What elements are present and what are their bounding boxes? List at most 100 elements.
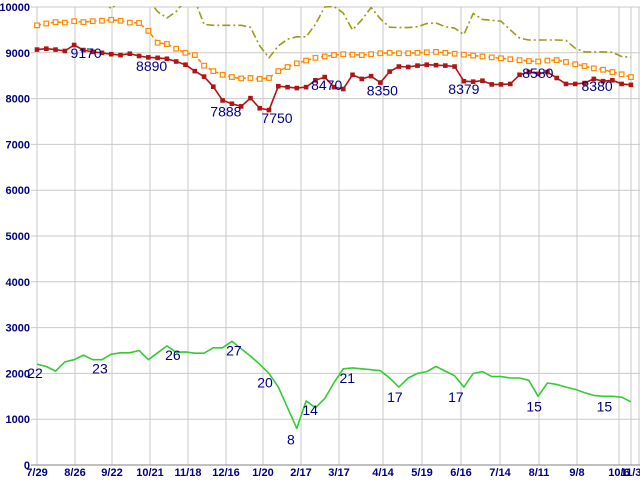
green-solid-line-value-label: 8 [287, 431, 295, 447]
orange-dashed-line-marker [126, 19, 133, 26]
orange-dashed-line-marker [460, 51, 467, 58]
red-solid-line-value-label: 9170 [71, 45, 102, 61]
x-tick-label-10/6: 10/6 [608, 467, 629, 479]
red-solid-line-marker [238, 104, 244, 109]
orange-dashed-line-marker [275, 68, 282, 75]
orange-dashed-line-marker [89, 18, 96, 25]
red-solid-line-marker [554, 75, 559, 81]
y-tick-label-1000: 1000 [6, 414, 30, 426]
red-solid-line-value-label: 8470 [311, 77, 342, 93]
red-solid-line-value-label: 8380 [582, 78, 613, 94]
green-solid-line-value-label: 14 [302, 402, 318, 418]
red-solid-line-marker [591, 76, 597, 82]
red-solid-line-marker [433, 62, 439, 68]
x-tick-label-5/19: 5/19 [411, 467, 432, 479]
green-solid-line-value-label: 22 [27, 365, 43, 381]
red-solid-line-marker [545, 69, 550, 75]
orange-dashed-line-marker [581, 63, 588, 69]
orange-dashed-line-marker [293, 60, 300, 67]
green-solid-line-value-label: 27 [226, 342, 242, 358]
red-solid-line-marker [470, 79, 476, 84]
green-solid-line-value-label: 23 [92, 361, 108, 377]
orange-dashed-line-marker [191, 52, 198, 58]
red-solid-line-marker [275, 83, 281, 89]
red-solid-line-marker [183, 62, 188, 68]
y-tick-label-4000: 4000 [6, 277, 30, 289]
red-solid-line-marker [424, 62, 430, 68]
red-solid-line-marker [285, 84, 290, 90]
red-solid-line-marker [526, 69, 532, 75]
red-solid-line-marker [405, 64, 411, 70]
x-tick-label-8/11: 8/11 [529, 467, 550, 479]
orange-dashed-line-marker [145, 27, 152, 34]
orange-dashed-line-marker [498, 55, 504, 62]
red-solid-line-value-label: 8350 [367, 83, 398, 99]
orange-dashed-line-marker [247, 75, 254, 81]
y-tick-label-3000: 3000 [6, 323, 30, 335]
red-solid-line-marker [220, 98, 225, 103]
red-solid-line-marker [248, 95, 253, 101]
red-solid-line-marker [350, 72, 355, 78]
red-solid-line-marker [136, 53, 142, 59]
orange-dashed-line-marker [173, 45, 180, 52]
red-solid-line-marker [415, 63, 420, 68]
orange-dashed-line-marker [117, 17, 124, 24]
red-solid-line-marker [498, 82, 504, 87]
orange-dashed-line-marker [442, 49, 449, 56]
y-tick-label-6000: 6000 [6, 185, 30, 197]
green-solid-line-value-label: 15 [597, 398, 613, 414]
red-solid-line-marker [461, 78, 467, 84]
orange-dashed-line [36, 18, 632, 80]
red-solid-line-marker [610, 77, 615, 83]
orange-dashed-line-marker [238, 75, 245, 82]
red-solid-line-marker [340, 86, 346, 92]
x-tick-label-8/26: 8/26 [64, 467, 85, 479]
orange-dashed-line-marker [71, 18, 78, 25]
orange-dashed-line-marker [164, 41, 170, 47]
orange-dashed-line-marker [340, 51, 347, 58]
green-solid-line-value-label: 21 [339, 370, 355, 386]
orange-dashed-line-marker [331, 52, 337, 58]
red-solid-line-marker [619, 81, 624, 87]
red-solid-line-marker [600, 78, 606, 84]
x-tick-label-3/17: 3/17 [328, 467, 349, 479]
red-solid-line-marker [34, 47, 40, 52]
red-solid-line-value-label: 8890 [136, 58, 167, 74]
red-solid-line-value-label: 7888 [210, 104, 241, 120]
red-solid-line-marker [81, 47, 86, 53]
x-tick-label-7/14: 7/14 [489, 467, 511, 479]
red-solid-line-marker [108, 51, 114, 57]
x-tick-label-11/3: 11/3 [621, 467, 640, 479]
orange-dashed-line-marker [61, 19, 68, 26]
x-tick-label-4/14: 4/14 [372, 467, 394, 479]
orange-dashed-line-marker [590, 65, 597, 72]
orange-dashed-line-marker [600, 66, 606, 73]
red-solid-line-marker [489, 82, 495, 87]
orange-dashed-line-marker [368, 51, 374, 58]
red-solid-line-marker [71, 42, 77, 48]
red-solid-line-marker [43, 46, 49, 51]
orange-dashed-line-marker [210, 68, 217, 75]
red-solid-line-marker [322, 74, 327, 80]
orange-dashed-line-marker [321, 53, 328, 60]
orange-dashed-line-marker [470, 52, 477, 59]
orange-dashed-line-marker [154, 39, 161, 46]
orange-dashed-line-marker [516, 57, 523, 64]
red-solid-line-marker [90, 49, 95, 55]
red-solid-line-marker [378, 80, 383, 85]
red-solid-line-marker [266, 107, 272, 113]
orange-dashed-line-marker [396, 50, 402, 57]
red-solid-line-marker [211, 84, 216, 89]
orange-dashed-line-marker [52, 19, 59, 26]
red-solid-line-marker [201, 74, 207, 79]
red-solid-line-marker [628, 82, 634, 88]
orange-dashed-line-marker [358, 52, 365, 58]
x-tick-label-10/21: 10/21 [136, 467, 164, 479]
y-tick-label-2000: 2000 [6, 368, 30, 380]
orange-dashed-line-marker [377, 50, 384, 57]
x-tick-label-1/20: 1/20 [252, 467, 273, 479]
orange-dashed-line-marker [303, 57, 310, 64]
orange-dashed-line-marker [553, 57, 560, 64]
x-tick-label-11/18: 11/18 [175, 467, 202, 479]
